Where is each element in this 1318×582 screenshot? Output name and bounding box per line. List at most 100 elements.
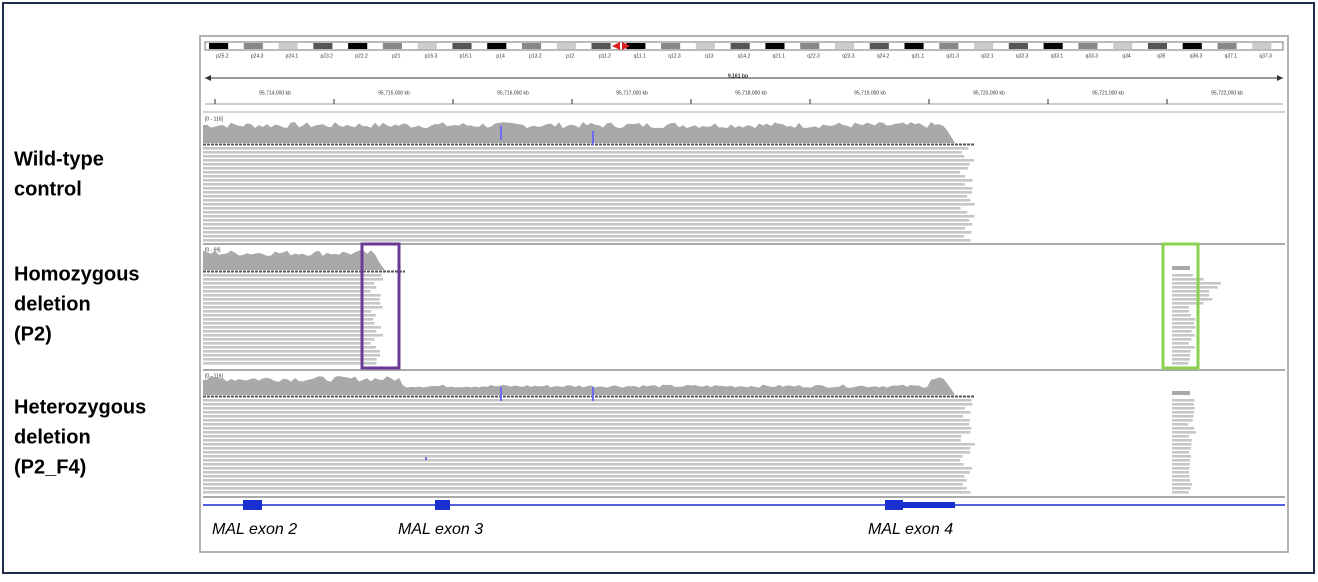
read — [1172, 310, 1189, 313]
band — [348, 43, 367, 49]
read-row — [203, 314, 376, 317]
read — [1172, 471, 1189, 474]
read — [1172, 439, 1192, 442]
read — [1172, 455, 1191, 458]
band-label: q32.1 — [981, 53, 994, 59]
band-label: q22.3 — [807, 53, 820, 59]
read-row — [203, 183, 965, 186]
read — [1172, 350, 1191, 353]
band-label: q23.3 — [842, 53, 855, 59]
read-row — [203, 235, 964, 238]
band — [696, 43, 715, 49]
band-label: p21 — [392, 53, 401, 59]
read-row — [203, 338, 374, 341]
read — [1172, 415, 1193, 418]
read-row — [203, 215, 974, 218]
read-row — [203, 459, 960, 462]
read-row — [203, 439, 961, 442]
band-label: p11.2 — [599, 53, 611, 59]
band — [974, 43, 993, 49]
variant — [425, 457, 427, 460]
read-row — [203, 274, 382, 277]
read-row — [203, 427, 971, 430]
read — [1172, 491, 1189, 494]
read-row — [203, 163, 969, 166]
band-label: p13.2 — [529, 53, 542, 59]
band — [1148, 43, 1167, 49]
coverage — [1172, 391, 1190, 395]
read-row — [203, 471, 970, 474]
read-row — [203, 487, 967, 490]
read — [1172, 475, 1189, 478]
band-label: p23.2 — [320, 53, 333, 59]
band-label: p24.1 — [286, 53, 299, 59]
band — [661, 43, 680, 49]
read — [1172, 447, 1191, 450]
read-row — [203, 290, 371, 293]
read-row — [203, 195, 967, 198]
exon-block — [243, 500, 262, 510]
band — [1078, 43, 1097, 49]
read-row — [203, 479, 967, 482]
coordinate: 95,721,000 kb — [1092, 90, 1124, 96]
variant — [592, 387, 594, 401]
band — [1217, 43, 1236, 49]
band — [1252, 43, 1271, 49]
read — [1172, 354, 1190, 357]
read — [1172, 403, 1194, 406]
read-row — [203, 330, 376, 333]
read — [1172, 451, 1189, 454]
band-label: q35 — [1157, 53, 1166, 59]
band — [1113, 43, 1132, 49]
read-row — [203, 423, 969, 426]
coordinate: 95,718,000 kb — [735, 90, 767, 96]
read — [1172, 342, 1189, 345]
read — [1172, 427, 1194, 430]
read — [1172, 322, 1194, 325]
band — [522, 43, 541, 49]
read-row — [203, 211, 967, 214]
read-row — [203, 407, 965, 410]
read-row — [203, 294, 381, 297]
read — [1172, 330, 1192, 333]
coordinate: 95,720,000 kb — [973, 90, 1005, 96]
read — [1172, 423, 1188, 426]
read-row — [203, 362, 376, 365]
read-row — [203, 219, 969, 222]
read-row — [203, 298, 380, 301]
band — [452, 43, 471, 49]
read-row — [203, 326, 381, 329]
read — [1172, 362, 1188, 365]
band-label: p16.1 — [460, 53, 473, 59]
read — [1172, 274, 1193, 277]
read-row — [203, 231, 972, 234]
read-row — [203, 443, 975, 446]
read-row — [203, 358, 377, 361]
exon-block — [435, 500, 450, 510]
band-label: q36.3 — [1190, 53, 1203, 59]
exon-label: MAL exon 4 — [868, 521, 953, 538]
read-row — [203, 475, 964, 478]
exon-label: MAL exon 3 — [398, 521, 483, 538]
band-label: q21.1 — [773, 53, 786, 59]
read-row — [203, 175, 965, 178]
read-row — [203, 278, 383, 281]
band — [765, 43, 784, 49]
read-row — [203, 151, 962, 154]
band-label: q31.1 — [912, 53, 925, 59]
band — [1009, 43, 1028, 49]
read-row — [203, 286, 376, 289]
band — [870, 43, 889, 49]
read-row — [203, 435, 961, 438]
band — [313, 43, 332, 49]
coverage — [1172, 266, 1190, 270]
read-row — [203, 399, 972, 402]
sample-label: Heterozygous — [14, 396, 146, 418]
read-row — [203, 203, 975, 206]
exon-utr — [903, 502, 955, 508]
read-row — [203, 354, 380, 357]
read-row — [203, 447, 970, 450]
band-label: p12 — [566, 53, 575, 59]
read — [1172, 306, 1189, 309]
read — [1172, 286, 1218, 289]
